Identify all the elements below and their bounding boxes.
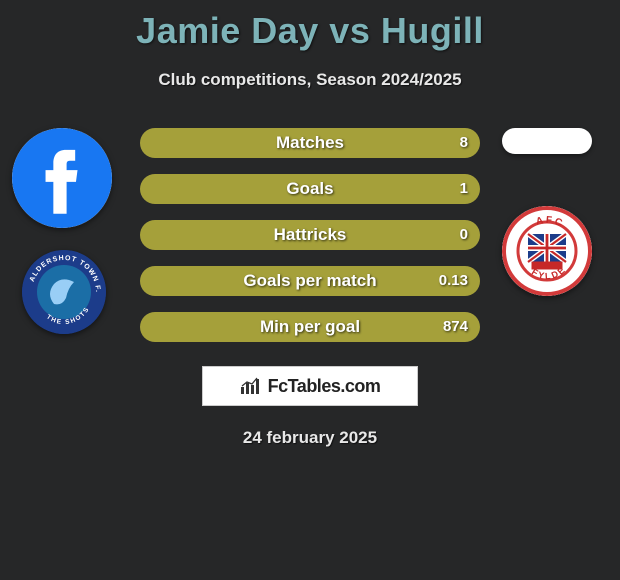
stat-label: Min per goal bbox=[140, 312, 480, 342]
player-right-column: AFC FYLDE bbox=[492, 128, 602, 358]
stat-row-hattricks: Hattricks 0 bbox=[140, 220, 480, 250]
stat-label: Hattricks bbox=[140, 220, 480, 250]
stat-row-matches: Matches 8 bbox=[140, 128, 480, 158]
aldershot-badge-icon: ALDERSHOT TOWN F.C. THE SHOTS bbox=[22, 250, 106, 334]
stat-value-right: 0.13 bbox=[439, 266, 468, 296]
stat-value-right: 8 bbox=[460, 128, 468, 158]
page-subtitle: Club competitions, Season 2024/2025 bbox=[0, 70, 620, 90]
stat-value-right: 0 bbox=[460, 220, 468, 250]
stat-value-right: 874 bbox=[443, 312, 468, 342]
player-right-club-badge: AFC FYLDE bbox=[502, 206, 592, 296]
page-title: Jamie Day vs Hugill bbox=[0, 0, 620, 52]
facebook-icon bbox=[12, 128, 112, 228]
stat-label: Goals bbox=[140, 174, 480, 204]
stat-label: Matches bbox=[140, 128, 480, 158]
player-left-avatar bbox=[12, 128, 112, 228]
brand-box[interactable]: FcTables.com bbox=[202, 366, 418, 406]
stat-bars: Matches 8 Goals 1 Hattricks 0 Goals per … bbox=[140, 128, 480, 358]
stat-value-right: 1 bbox=[460, 174, 468, 204]
player-left-column: ALDERSHOT TOWN F.C. THE SHOTS bbox=[8, 128, 118, 358]
brand-name: FcTables.com bbox=[268, 376, 381, 397]
stat-row-goals: Goals 1 bbox=[140, 174, 480, 204]
bar-chart-icon bbox=[240, 377, 262, 395]
player-left-club-badge: ALDERSHOT TOWN F.C. THE SHOTS bbox=[22, 250, 106, 334]
date-line: 24 february 2025 bbox=[0, 428, 620, 448]
stat-label: Goals per match bbox=[140, 266, 480, 296]
stat-row-goals-per-match: Goals per match 0.13 bbox=[140, 266, 480, 296]
afc-fylde-badge-icon: AFC FYLDE bbox=[502, 206, 592, 296]
stats-area: ALDERSHOT TOWN F.C. THE SHOTS AFC bbox=[0, 128, 620, 358]
player-right-chip bbox=[502, 128, 592, 154]
stat-row-min-per-goal: Min per goal 874 bbox=[140, 312, 480, 342]
